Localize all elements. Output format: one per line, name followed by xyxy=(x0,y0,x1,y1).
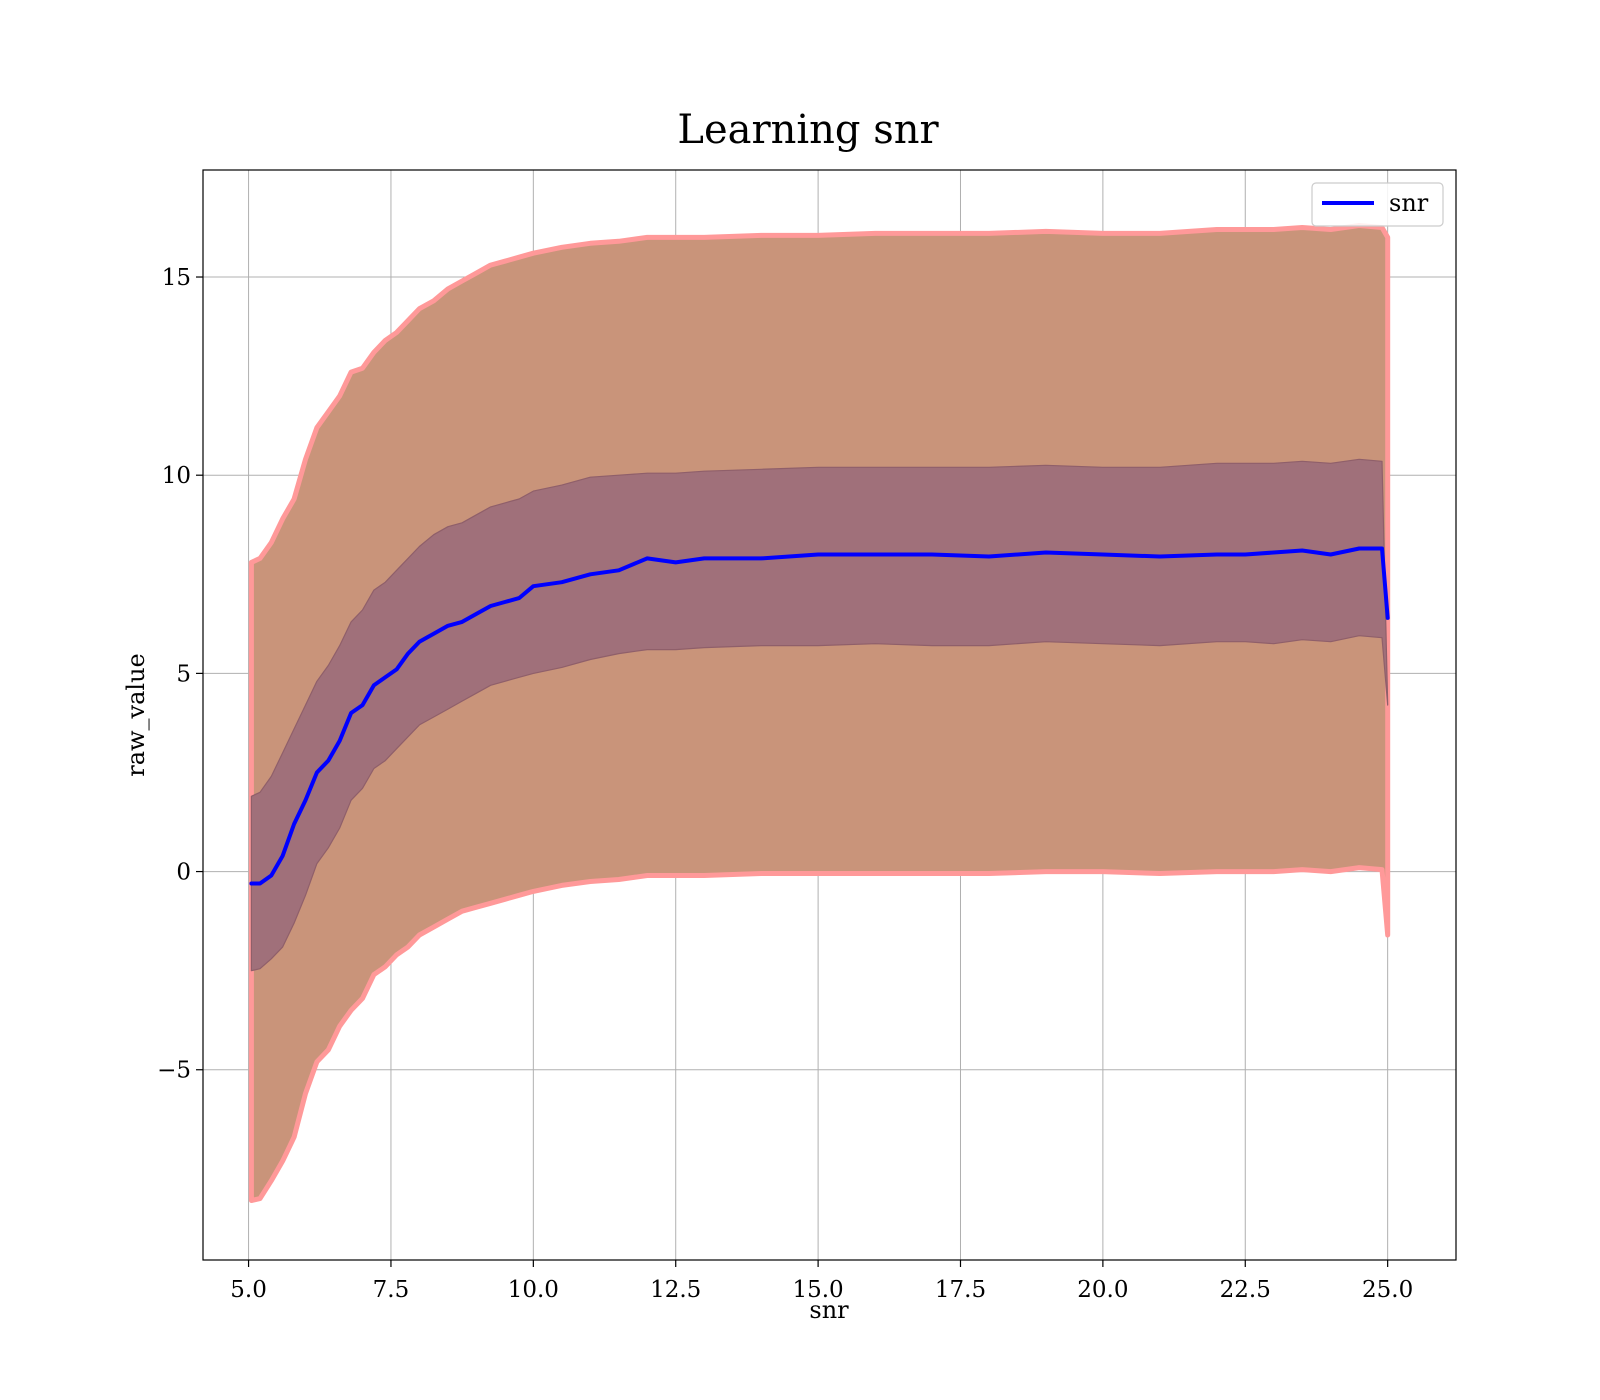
axes-frame xyxy=(202,169,1457,1261)
legend: snr xyxy=(1311,182,1444,227)
y-tick-label: 10 xyxy=(162,463,191,489)
x-axis-label: snr xyxy=(809,1296,849,1324)
x-tick-label: 12.5 xyxy=(650,1277,701,1303)
y-axis-ticks: −5 0 5 10 15 xyxy=(157,265,203,1084)
legend-label-snr: snr xyxy=(1389,189,1429,217)
x-tick-label: 7.5 xyxy=(373,1277,410,1303)
x-tick-label: 17.5 xyxy=(935,1277,986,1303)
x-tick-label: 20.0 xyxy=(1077,1277,1128,1303)
x-tick-label: 5.0 xyxy=(230,1277,267,1303)
legend-box xyxy=(1311,182,1444,227)
series-line-snr xyxy=(249,546,1390,886)
y-tick-label: 5 xyxy=(176,661,191,687)
line-layer xyxy=(249,546,1390,886)
y-tick-label: 0 xyxy=(176,860,191,886)
y-tick-label: −5 xyxy=(157,1058,191,1084)
x-tick-label: 25.0 xyxy=(1362,1277,1413,1303)
y-axis-label: raw_value xyxy=(122,653,150,777)
y-tick-label: 15 xyxy=(162,265,191,291)
x-tick-label: 15.0 xyxy=(792,1277,843,1303)
x-tick-label: 10.0 xyxy=(508,1277,559,1303)
x-axis-ticks: 5.0 7.5 10.0 12.5 15.0 17.5 20.0 22.5 25.0 xyxy=(230,1260,1413,1303)
chart-title: Learning snr xyxy=(677,107,939,153)
x-tick-label: 22.5 xyxy=(1220,1277,1271,1303)
